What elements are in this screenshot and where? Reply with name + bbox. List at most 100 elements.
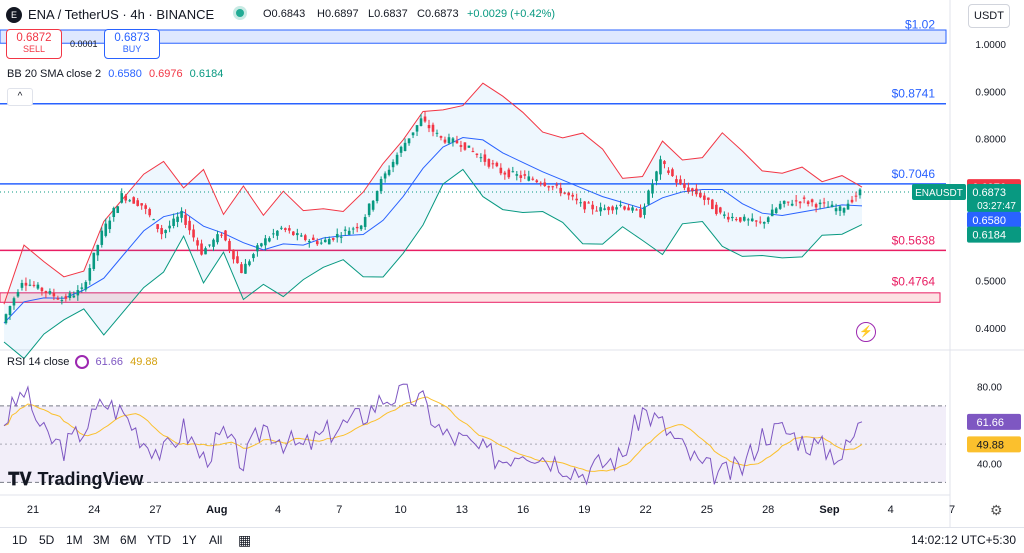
candle-body [256, 245, 259, 252]
candle-body [391, 161, 395, 168]
candle-body [28, 284, 32, 286]
candle-body [148, 209, 151, 216]
candle-body [451, 138, 455, 143]
candle-body [487, 159, 491, 167]
candle-body [347, 230, 351, 235]
candle-body [467, 145, 471, 148]
candle-body [343, 229, 347, 231]
candle-body [535, 180, 539, 183]
rsi-legend[interactable]: RSI 14 close 61.66 49.88 [7, 355, 158, 369]
candle-body [387, 169, 391, 175]
buy-button[interactable]: 0.6873 BUY [104, 29, 160, 59]
level-label: $0.5638 [892, 233, 936, 247]
candle-body [264, 238, 267, 246]
candle-body [228, 240, 231, 251]
candle-body [371, 200, 375, 210]
candle-body [531, 178, 535, 180]
candle-body [411, 132, 415, 136]
candle-body [455, 140, 459, 144]
candle-body [659, 159, 662, 175]
candle-body [814, 204, 818, 208]
candle-body [375, 191, 379, 202]
rsi-ma-tag: 49.88 [976, 439, 1004, 451]
candle-body [695, 188, 698, 195]
bb-lower-tag-bg [967, 226, 1021, 243]
candle-body [731, 216, 734, 219]
time-tick-label: 7 [336, 504, 342, 516]
timeframe-1y[interactable]: 1Y [182, 533, 197, 547]
candle-body [80, 287, 84, 289]
lightning-icon[interactable]: ⚡ [856, 322, 876, 342]
rsi-settings-icon[interactable] [75, 355, 90, 369]
time-tick-label: Aug [206, 504, 227, 516]
ohlc-low: L0.6837 [368, 8, 408, 20]
symbol-title[interactable]: ENA / TetherUS · 4h · BINANCE [28, 7, 215, 22]
candle-body [519, 175, 523, 178]
candle-body [575, 198, 578, 201]
sell-button[interactable]: 0.6872 SELL [6, 29, 62, 59]
candle-body [651, 183, 654, 194]
countdown-tag: 03:27:47 [977, 201, 1016, 212]
timeframe-3m[interactable]: 3M [93, 533, 110, 547]
candle-body [822, 202, 826, 204]
collapse-legend-button[interactable]: ^ [7, 88, 33, 106]
candle-body [124, 195, 128, 201]
timeframe-5d[interactable]: 5D [39, 533, 55, 547]
candle-body [631, 207, 634, 211]
rsi-band [0, 405, 946, 483]
candle-body [758, 221, 762, 223]
candle-body [72, 295, 76, 298]
timeframe-1d[interactable]: 1D [12, 533, 28, 547]
timeframe-ytd[interactable]: YTD [147, 533, 171, 547]
timeframe-all[interactable]: All [209, 533, 223, 547]
candle-body [495, 162, 499, 167]
candle-body [64, 296, 68, 299]
time-tick-label: 25 [701, 504, 713, 516]
candle-body [746, 219, 750, 221]
rsi-tick-label: 80.00 [977, 383, 1002, 394]
candle-body [623, 206, 626, 210]
bottom-toolbar [0, 527, 1024, 553]
candle-body [427, 125, 431, 129]
bb-legend[interactable]: BB 20 SMA close 2 0.6580 0.6976 0.6184 [7, 68, 223, 80]
level-zone [0, 29, 947, 44]
candle-body [128, 200, 132, 202]
candle-body [136, 200, 139, 206]
rsi-ma-tag-bg [967, 436, 1021, 453]
ohlc-close: C0.6873 [417, 8, 459, 20]
candle-body [527, 176, 531, 181]
candle-body [112, 207, 116, 218]
ena-logo-icon: E [6, 7, 22, 23]
candle-body [491, 163, 495, 165]
candle-body [794, 200, 798, 202]
candle-body [679, 179, 682, 185]
candle-body [471, 151, 475, 153]
last-price-tag-bg [967, 184, 1021, 213]
candle-body [248, 261, 251, 266]
calendar-icon[interactable]: ▦ [238, 532, 252, 548]
candle-body [443, 139, 447, 143]
candle-body [92, 252, 96, 269]
bb-legend-title: BB 20 SMA close 2 [7, 68, 102, 80]
timeframe-1m[interactable]: 1M [66, 533, 83, 547]
candle-body [76, 290, 80, 296]
candle-body [208, 244, 211, 246]
candle-body [770, 209, 774, 217]
candle-body [603, 208, 606, 210]
candle-body [272, 233, 275, 235]
candle-body [846, 203, 850, 210]
currency-button[interactable]: USDT [968, 4, 1010, 28]
settings-gear-icon[interactable]: ⚙ [990, 502, 1003, 518]
timeframe-6m[interactable]: 6M [120, 533, 137, 547]
candle-body [276, 230, 279, 236]
candle-body [479, 157, 483, 159]
candle-body [826, 206, 830, 208]
candle-body [363, 217, 367, 227]
candle-body [52, 293, 56, 297]
candle-body [447, 137, 451, 144]
candle-body [168, 225, 171, 229]
candle-body [595, 210, 598, 212]
candle-body [288, 228, 291, 231]
candle-body [691, 188, 694, 192]
